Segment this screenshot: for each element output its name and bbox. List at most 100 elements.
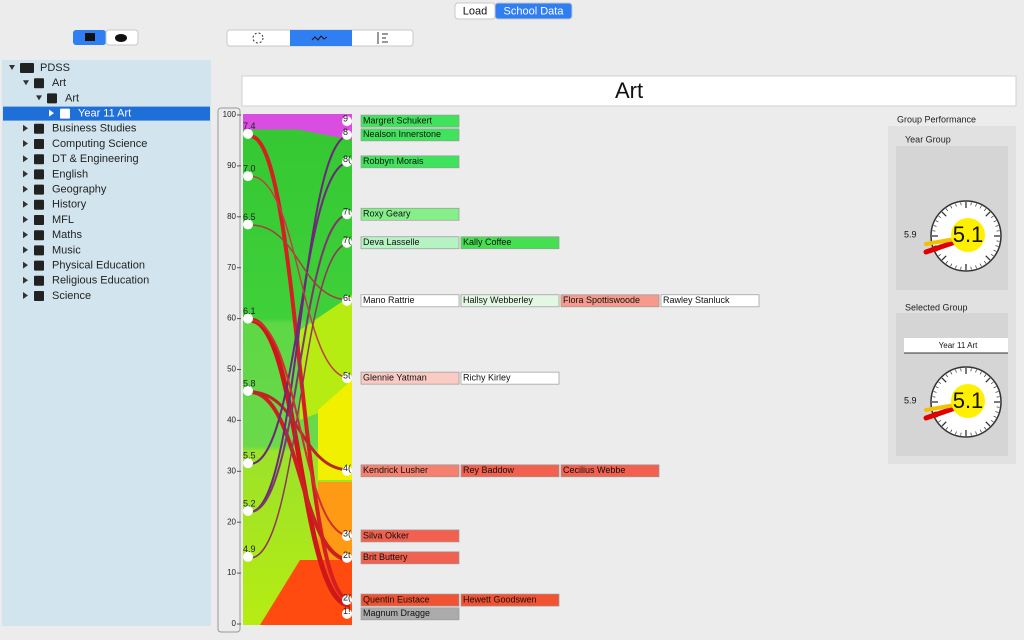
student-box[interactable] <box>460 236 560 250</box>
student-box[interactable] <box>360 529 460 543</box>
grade-node <box>243 171 253 182</box>
disclosure[interactable] <box>23 80 29 86</box>
student-box[interactable] <box>360 593 460 607</box>
student-name[interactable]: Hewett Goodswen <box>463 594 537 604</box>
student-box[interactable] <box>360 207 460 221</box>
student-name[interactable]: Richy Kirley <box>463 373 511 383</box>
node-label[interactable]: MFL <box>52 214 74 226</box>
student-box[interactable] <box>360 128 460 142</box>
node-label[interactable]: Art <box>52 77 66 89</box>
student-box[interactable] <box>360 155 460 169</box>
toolbar-button[interactable] <box>494 2 573 20</box>
node-label[interactable]: English <box>52 168 88 180</box>
gauge-tick <box>990 253 994 257</box>
gauge-tick <box>985 421 991 427</box>
node-label[interactable]: DT & Engineering <box>52 153 139 165</box>
node-label[interactable]: Music <box>52 244 81 256</box>
student-name[interactable]: Kendrick Lusher <box>363 465 428 475</box>
row-node <box>342 237 352 248</box>
student-name[interactable]: Hallsy Webberley <box>463 295 533 305</box>
disclosure[interactable] <box>23 216 28 223</box>
node-label[interactable]: Computing Science <box>52 138 147 150</box>
flows <box>249 134 351 608</box>
student-box[interactable] <box>360 294 460 308</box>
icon <box>85 33 95 41</box>
student-box[interactable] <box>360 114 460 128</box>
disclosure[interactable] <box>9 65 15 70</box>
node-label[interactable]: History <box>52 199 87 211</box>
node-label[interactable]: PDSS <box>40 62 70 74</box>
student-name[interactable]: Cecilius Webbe <box>563 465 625 475</box>
selected-row <box>3 106 210 121</box>
disclosure[interactable] <box>23 140 28 147</box>
node-label[interactable]: Maths <box>52 229 82 241</box>
student-name[interactable]: Silva Okker <box>363 530 409 540</box>
node-label[interactable]: Science <box>52 290 91 302</box>
disclosure[interactable] <box>23 292 28 299</box>
disclosure[interactable] <box>23 231 28 239</box>
band <box>300 114 352 140</box>
node-icon <box>20 63 34 73</box>
node-icon <box>34 123 44 134</box>
student-box[interactable] <box>460 593 560 607</box>
row-node <box>342 373 352 384</box>
disclosure[interactable] <box>23 261 28 269</box>
disclosure[interactable] <box>23 155 28 163</box>
student-box[interactable] <box>560 464 660 478</box>
disclosure[interactable] <box>23 200 28 208</box>
student-name[interactable]: Magnum Dragge <box>363 608 430 618</box>
disclosure[interactable] <box>36 95 42 101</box>
student-name[interactable]: Margret Schukert <box>363 115 433 125</box>
student-box[interactable] <box>660 294 760 308</box>
student-name[interactable]: Roxy Geary <box>363 209 411 219</box>
y-tick-label: 30 <box>227 466 236 475</box>
student-name[interactable]: Brit Buttery <box>363 552 408 562</box>
grade-label: 5.5 <box>243 451 256 461</box>
disclosure[interactable] <box>23 185 28 193</box>
student-name[interactable]: Robbyn Morais <box>363 156 424 166</box>
y-tick-label: 90 <box>227 161 236 170</box>
node-icon <box>34 169 44 180</box>
student-name[interactable]: Deva Lasselle <box>363 237 420 247</box>
disclosure[interactable] <box>23 124 28 132</box>
student-name[interactable]: Kally Coffee <box>463 237 511 247</box>
chart-switch-selected[interactable] <box>290 30 352 46</box>
student-name[interactable]: Flora Spottiswoode <box>563 295 640 305</box>
student-name[interactable]: Mano Rattrie <box>363 295 415 305</box>
gauge-tick <box>983 260 987 264</box>
row-marker: 6t <box>343 293 351 303</box>
row-node <box>342 295 352 306</box>
student-name[interactable]: Rawley Stanluck <box>663 295 730 305</box>
node-label[interactable]: Religious Education <box>52 275 149 287</box>
node-icon <box>34 154 44 165</box>
student-box[interactable] <box>360 551 460 565</box>
student-box[interactable] <box>460 464 560 478</box>
student-box[interactable] <box>360 236 460 250</box>
disclosure[interactable] <box>23 170 28 178</box>
student-box[interactable] <box>360 607 460 621</box>
student-name[interactable]: Rey Baddow <box>463 465 515 475</box>
node-label[interactable]: Year 11 Art <box>78 108 131 120</box>
student-box[interactable] <box>460 294 560 308</box>
disclosure[interactable] <box>23 246 28 254</box>
disclosure[interactable] <box>49 109 54 117</box>
node-icon <box>34 199 44 210</box>
student-box[interactable] <box>360 464 460 478</box>
disclosure[interactable] <box>23 276 28 284</box>
student-box[interactable] <box>360 371 460 385</box>
row-node <box>342 209 352 220</box>
gauge-tick <box>990 215 994 219</box>
student-box[interactable] <box>560 294 660 308</box>
node-label[interactable]: Physical Education <box>52 260 145 272</box>
grade-label: 7.4 <box>243 121 256 131</box>
student-name[interactable]: Quentin Eustace <box>363 594 430 604</box>
student-name[interactable]: Nealson Innerstone <box>363 129 441 139</box>
student-box[interactable] <box>460 371 560 385</box>
node-label[interactable]: Business Studies <box>52 123 137 135</box>
row-node <box>342 530 352 541</box>
student-name[interactable]: Glennie Yatman <box>363 373 427 383</box>
node-label[interactable]: Art <box>65 92 79 104</box>
node-icon <box>34 275 44 286</box>
node-label[interactable]: Geography <box>52 184 107 196</box>
